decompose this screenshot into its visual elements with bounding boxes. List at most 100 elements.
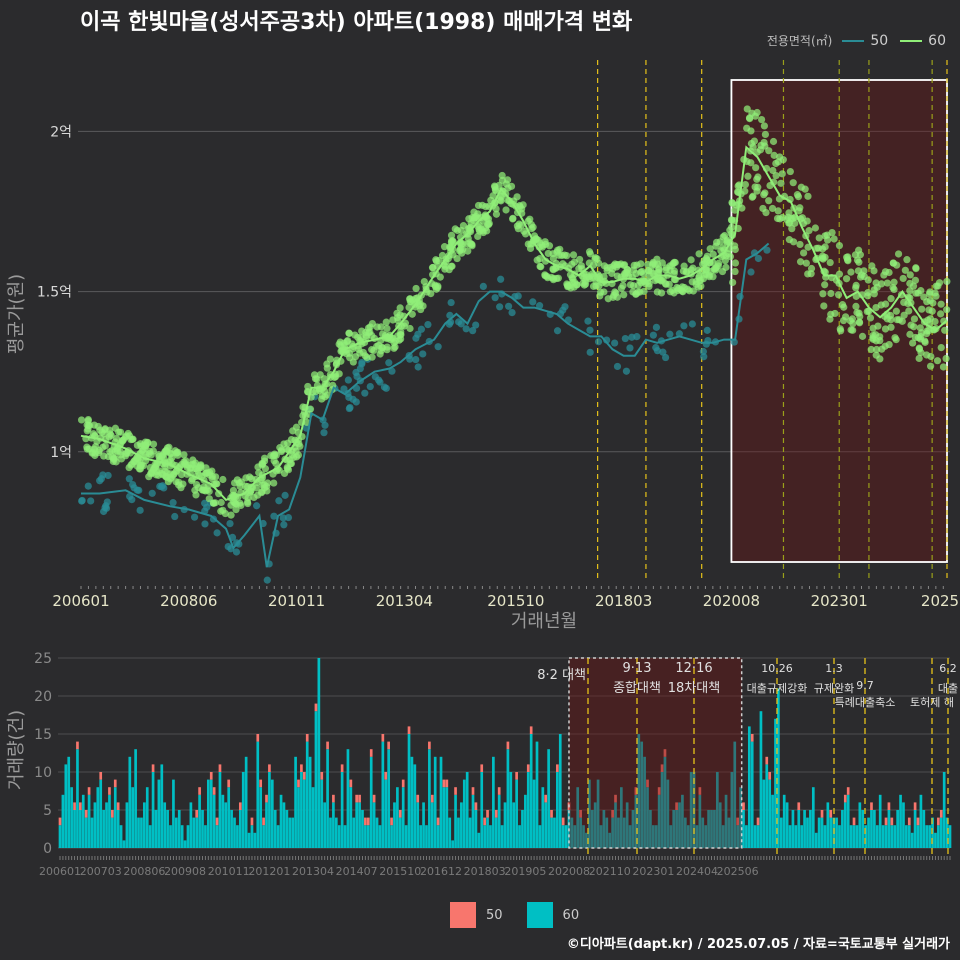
data-point	[877, 280, 886, 288]
volume-bar-50	[256, 734, 260, 742]
volume-bar-50	[320, 772, 324, 780]
volume-bar-60	[526, 772, 530, 848]
data-point	[934, 282, 942, 290]
x-tick-label: 201304	[292, 865, 334, 878]
data-point	[912, 264, 920, 272]
data-point	[680, 322, 688, 330]
data-point	[789, 179, 797, 187]
data-point	[608, 269, 616, 278]
volume-bar-60	[468, 817, 472, 848]
volume-bar-60	[305, 741, 309, 848]
data-point	[928, 307, 936, 315]
volume-bar-60	[878, 794, 882, 848]
data-point	[351, 353, 360, 361]
volume-bar-60	[646, 787, 649, 848]
data-point	[112, 434, 121, 443]
volume-bar-50	[358, 794, 361, 803]
volume-bar-60	[777, 688, 780, 848]
data-point	[594, 338, 603, 346]
volume-bar-50	[398, 810, 402, 818]
page-title: 이곡 한빛마을(성서주공3차) 아파트(1998) 매매가격 변화	[80, 10, 633, 35]
volume-bar-60	[302, 779, 306, 848]
data-point	[794, 193, 803, 201]
data-point	[468, 240, 476, 249]
data-point	[235, 479, 243, 487]
data-point	[380, 383, 389, 391]
data-point	[526, 215, 534, 223]
data-point	[853, 256, 862, 264]
volume-bar-60	[366, 825, 370, 848]
data-point	[77, 416, 86, 424]
volume-bar-60	[329, 817, 332, 848]
data-point	[759, 204, 767, 213]
volume-bar-60	[250, 825, 254, 848]
volume-bar-60	[122, 840, 126, 848]
volume-bar-50	[480, 764, 484, 772]
data-point	[917, 349, 925, 357]
legend-line-50	[842, 39, 865, 42]
annotation-label: 6.2	[939, 662, 957, 675]
volume-bar-60	[410, 756, 414, 848]
data-point	[277, 446, 286, 454]
data-point	[662, 264, 671, 272]
volume-bar-60	[364, 825, 367, 848]
highlight-box	[568, 657, 743, 849]
volume-bar-50	[332, 794, 335, 803]
data-point	[197, 464, 205, 472]
data-point	[662, 280, 670, 288]
x-tick-label: 201612	[420, 865, 462, 878]
volume-bar-60	[265, 802, 268, 848]
data-point	[167, 450, 175, 458]
volume-bar-60	[870, 810, 873, 848]
volume-bar-60	[471, 794, 475, 848]
volume-bar-50	[113, 779, 117, 788]
data-point	[786, 167, 794, 176]
data-point	[323, 360, 331, 368]
data-point	[652, 323, 661, 331]
data-point	[108, 453, 116, 461]
data-point	[453, 254, 461, 263]
data-point	[125, 475, 133, 483]
data-point	[626, 344, 634, 352]
data-point	[362, 331, 370, 340]
volume-bar-50	[366, 817, 370, 826]
legend-bottom-label-50: 50	[486, 907, 503, 923]
volume-bar-60	[143, 802, 146, 848]
data-point	[358, 358, 366, 367]
volume-bar-60	[506, 749, 510, 848]
volume-bar-50	[937, 817, 940, 826]
volume-bar-60	[282, 802, 286, 848]
volume-bar-50	[611, 810, 614, 818]
data-point	[893, 316, 901, 324]
data-point	[758, 115, 766, 124]
data-point	[785, 236, 793, 244]
volume-bar-60	[486, 817, 489, 848]
data-point	[754, 173, 762, 181]
data-point	[373, 323, 381, 331]
legend-label-50: 50	[870, 32, 889, 49]
data-point	[229, 486, 238, 495]
data-point	[654, 276, 662, 284]
data-point	[769, 166, 777, 175]
data-point	[255, 469, 263, 477]
data-point	[868, 262, 876, 270]
volume-bar-60	[599, 825, 603, 848]
annotation-label: 종합대책	[613, 681, 661, 696]
volume-bar-60	[90, 817, 94, 848]
volume-bar-50	[486, 810, 489, 818]
volume-bar-50	[736, 817, 740, 826]
volume-bar-50	[660, 764, 664, 772]
volume-bar-60	[532, 779, 536, 848]
volume-bar-60	[492, 756, 495, 848]
data-point	[873, 345, 881, 354]
data-point	[447, 298, 455, 307]
data-point	[293, 453, 301, 461]
x-tick-label: 202008	[548, 865, 590, 878]
volume-bar-60	[73, 810, 76, 848]
data-point	[281, 491, 289, 499]
volume-bar-50	[483, 817, 486, 826]
data-point	[662, 353, 670, 362]
data-point	[812, 244, 821, 252]
data-point	[180, 451, 188, 459]
data-point	[390, 344, 398, 352]
